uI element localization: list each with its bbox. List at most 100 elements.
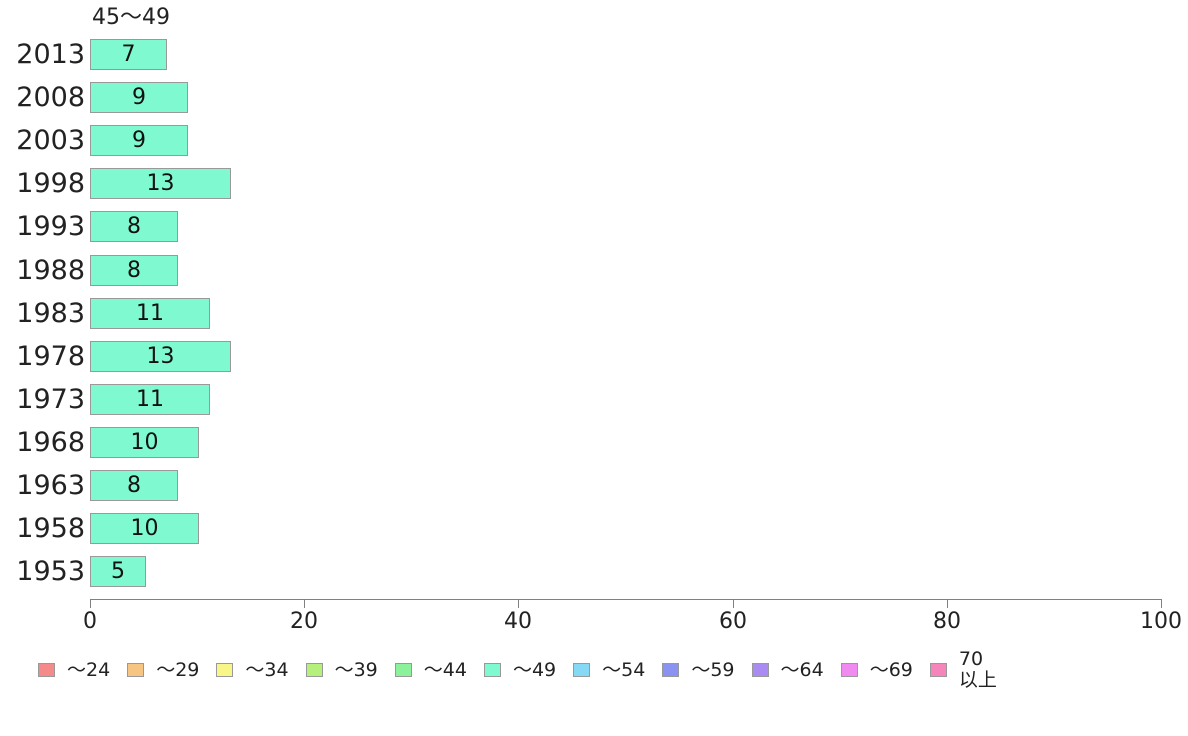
bar-row: 2013 7	[0, 39, 1188, 70]
bar: 7	[90, 39, 167, 70]
x-axis-tick-label: 0	[83, 609, 97, 634]
legend-color-swatch-icon	[929, 663, 947, 677]
legend-item-label: 〜54	[602, 658, 646, 681]
bar-value-label: 8	[127, 473, 141, 498]
category-label: 1958	[16, 513, 85, 544]
bar-row: 1973 11	[0, 384, 1188, 415]
bar-value-label: 13	[146, 344, 175, 369]
legend-item-label: 〜49	[512, 658, 557, 681]
bar: 11	[90, 298, 210, 329]
legend-item[interactable]: 〜54	[573, 658, 646, 681]
bar: 8	[90, 470, 178, 501]
legend-item-label: 70 以上	[958, 648, 997, 691]
x-axis-tick-label: 20	[290, 609, 318, 634]
category-label: 2003	[16, 125, 85, 156]
x-axis-tick	[947, 599, 948, 608]
x-axis-tick	[518, 599, 519, 608]
bar-value-label: 9	[132, 85, 146, 110]
category-label: 1983	[16, 298, 85, 329]
legend-item-label: 〜69	[869, 658, 913, 681]
bar-row: 2008 9	[0, 82, 1188, 113]
bar: 8	[90, 255, 178, 286]
bar: 9	[90, 82, 188, 113]
x-axis-tick-label: 100	[1140, 609, 1182, 634]
legend-color-swatch-icon	[305, 663, 323, 677]
bar-value-label: 8	[127, 258, 141, 283]
bar-value-label: 5	[111, 559, 125, 584]
legend-item-label: 〜34	[245, 658, 289, 681]
legend-item-label: 〜24	[67, 658, 111, 681]
legend-color-swatch-icon	[127, 663, 145, 677]
legend-item[interactable]: 〜39	[305, 658, 378, 681]
bar-row: 2003 9	[0, 125, 1188, 156]
bar: 11	[90, 384, 210, 415]
bar-row: 1953 5	[0, 556, 1188, 587]
category-label: 1998	[16, 168, 85, 199]
bar: 10	[90, 513, 199, 544]
legend-color-swatch-icon	[840, 663, 858, 677]
legend-color-swatch-icon	[38, 663, 55, 677]
bar-row: 1988 8	[0, 255, 1188, 286]
legend-item[interactable]: 〜64	[751, 658, 824, 681]
category-label: 1973	[16, 384, 85, 415]
x-axis-tick	[90, 599, 91, 608]
bar: 9	[90, 125, 188, 156]
legend-item[interactable]: 〜49	[483, 658, 557, 681]
legend-color-swatch-icon	[483, 663, 501, 677]
legend: 〜24 〜29 〜34 〜39 〜44 〜49 〜54 〜59 〜64 〜69 70 以上	[38, 646, 1158, 694]
bar-value-label: 7	[121, 42, 136, 67]
x-axis-tick-label: 80	[933, 609, 961, 634]
legend-item-label: 〜59	[691, 658, 735, 681]
legend-color-swatch-icon	[662, 663, 680, 677]
bar: 8	[90, 211, 178, 242]
bar-row: 1993 8	[0, 211, 1188, 242]
bar-row: 1968 10	[0, 427, 1188, 458]
category-label: 1988	[16, 255, 85, 286]
bar-value-label: 8	[127, 214, 141, 239]
legend-color-swatch-icon	[751, 663, 769, 677]
legend-item[interactable]: 〜24	[38, 658, 111, 681]
category-label: 1953	[16, 556, 85, 587]
category-label: 2013	[16, 39, 85, 70]
legend-item[interactable]: 〜44	[394, 658, 467, 681]
x-axis-tick	[304, 599, 305, 608]
legend-item-label: 〜64	[780, 658, 824, 681]
bar-value-label: 10	[130, 516, 159, 541]
bar-row: 1983 11	[0, 298, 1188, 329]
x-axis-tick	[1161, 599, 1162, 608]
x-axis-tick-label: 60	[719, 609, 747, 634]
legend-item-label: 〜44	[423, 658, 467, 681]
legend-color-swatch-icon	[573, 663, 591, 677]
bar-value-label: 11	[136, 301, 164, 326]
category-label: 1968	[16, 427, 85, 458]
legend-item[interactable]: 〜34	[216, 658, 289, 681]
x-axis-tick	[733, 599, 734, 608]
category-label: 2008	[16, 82, 85, 113]
category-label: 1978	[16, 341, 85, 372]
bar-value-label: 13	[146, 171, 175, 196]
legend-color-swatch-icon	[394, 663, 412, 677]
legend-item[interactable]: 70 以上	[929, 648, 997, 691]
legend-item[interactable]: 〜59	[662, 658, 735, 681]
legend-item[interactable]: 〜29	[127, 658, 200, 681]
bar-value-label: 10	[130, 430, 159, 455]
bar-row: 1963 8	[0, 470, 1188, 501]
legend-item-label: 〜29	[156, 658, 200, 681]
bar: 5	[90, 556, 146, 587]
category-label: 1963	[16, 470, 85, 501]
bar-row: 1958 10	[0, 513, 1188, 544]
bar-row: 1978 13	[0, 341, 1188, 372]
category-label: 1993	[16, 211, 85, 242]
bar: 13	[90, 341, 231, 372]
bar: 10	[90, 427, 199, 458]
legend-color-swatch-icon	[216, 663, 234, 677]
legend-item-label: 〜39	[334, 658, 378, 681]
bar-value-label: 11	[136, 387, 164, 412]
x-axis-tick-label: 40	[504, 609, 532, 634]
bar: 13	[90, 168, 231, 199]
bar-row: 1998 13	[0, 168, 1188, 199]
legend-item[interactable]: 〜69	[840, 658, 913, 681]
bar-value-label: 9	[132, 128, 146, 153]
chart-title: 45〜49	[92, 5, 170, 30]
